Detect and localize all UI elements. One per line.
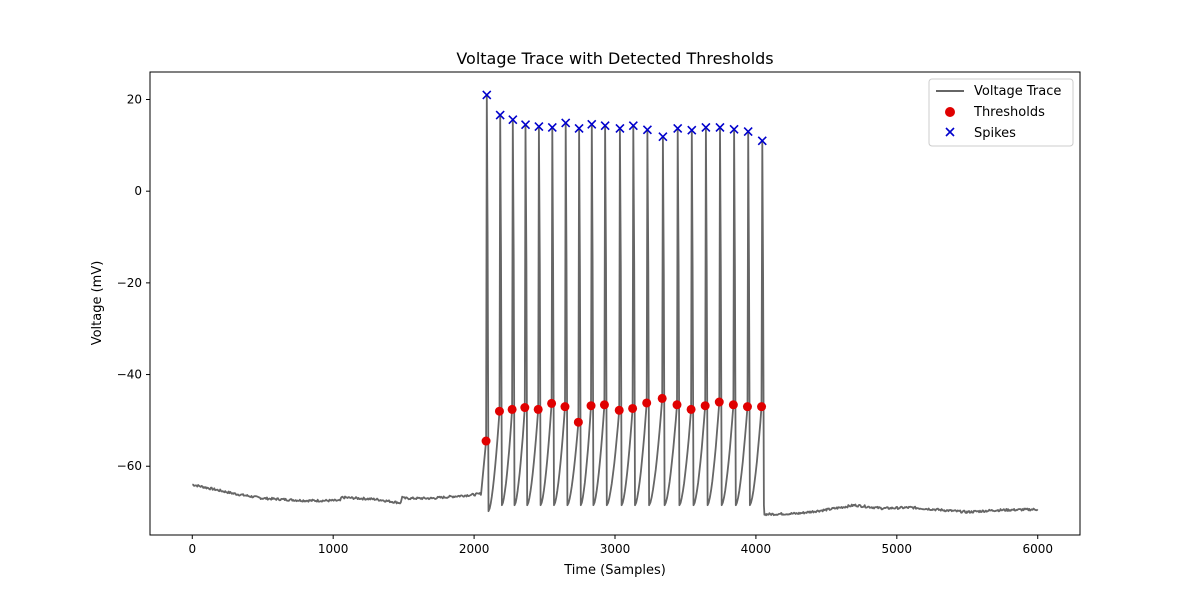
threshold-point <box>714 397 724 407</box>
threshold-point <box>700 401 710 411</box>
threshold-point <box>657 393 667 403</box>
y-tick-label: −20 <box>117 276 142 290</box>
spike-point <box>600 121 610 131</box>
spike-point <box>642 125 652 135</box>
y-tick-label: −40 <box>117 368 142 382</box>
threshold-point <box>628 403 638 413</box>
spike-point <box>743 127 753 137</box>
threshold-point <box>547 398 557 408</box>
threshold-point <box>672 400 682 410</box>
x-axis-label: Time (Samples) <box>563 563 666 578</box>
plot-area <box>192 90 1039 517</box>
spike-point-stroke <box>743 127 753 137</box>
spike-point-stroke <box>561 118 571 128</box>
chart-title: Voltage Trace with Detected Thresholds <box>456 49 773 68</box>
spike-point-stroke <box>687 125 697 135</box>
spike-point <box>701 122 711 133</box>
spike-point <box>495 110 505 120</box>
x-tick-label: 4000 <box>741 542 772 556</box>
spike-point <box>534 121 544 132</box>
x-tick-label: 6000 <box>1022 542 1053 556</box>
legend: Voltage Trace Thresholds Spikes <box>928 78 1074 147</box>
spike-point <box>547 122 557 133</box>
spike-point-stroke <box>615 123 625 133</box>
threshold-point <box>642 398 652 408</box>
legend-label-voltage-trace: Voltage Trace <box>974 84 1061 99</box>
spike-point-stroke <box>547 122 557 133</box>
spike-point-stroke <box>574 123 584 133</box>
spike-point <box>658 132 668 142</box>
threshold-point <box>757 402 767 412</box>
threshold-point <box>742 402 752 412</box>
spike-point-stroke <box>600 121 610 131</box>
spike-point-stroke <box>520 120 531 130</box>
spike-point-stroke <box>715 122 725 133</box>
threshold-point <box>507 404 517 414</box>
legend-label-spikes: Spikes <box>974 126 1016 141</box>
spike-point <box>574 123 584 133</box>
spike-point <box>687 125 697 135</box>
threshold-point <box>686 404 696 414</box>
spike-point <box>673 123 683 133</box>
threshold-point <box>520 403 530 413</box>
spike-point-stroke <box>508 115 518 125</box>
spike-point <box>729 124 739 134</box>
spike-point <box>561 118 571 128</box>
y-tick-label: 20 <box>127 93 142 107</box>
y-axis-label: Voltage (mV) <box>90 261 105 346</box>
spike-point <box>508 115 518 125</box>
threshold-point <box>533 404 543 414</box>
legend-box <box>928 78 1074 147</box>
spike-point <box>757 136 767 146</box>
spike-point-stroke <box>534 121 544 132</box>
threshold-point <box>573 417 583 427</box>
threshold-point <box>599 400 609 410</box>
threshold-point <box>586 401 596 411</box>
spike-point <box>628 121 638 131</box>
spike-point-stroke <box>701 122 711 133</box>
x-tick-label: 0 <box>188 542 196 556</box>
spike-point <box>520 120 531 130</box>
spike-point <box>615 123 625 133</box>
x-tick-label: 2000 <box>459 542 490 556</box>
y-axis: −60 −40 −20 0 20 <box>117 93 150 473</box>
legend-spike-marker <box>945 127 955 137</box>
spike-point-stroke <box>495 110 505 120</box>
threshold-point <box>614 405 624 415</box>
spike-point-stroke <box>587 119 597 129</box>
x-tick-label: 1000 <box>318 542 349 556</box>
x-tick-label: 3000 <box>600 542 631 556</box>
spike-point-stroke <box>482 90 492 100</box>
threshold-point <box>728 400 738 410</box>
spike-point-stroke <box>658 132 668 142</box>
legend-threshold-marker <box>945 107 955 117</box>
y-tick-label: 0 <box>134 184 142 198</box>
voltage-trace-line <box>192 94 1039 517</box>
spike-point-stroke <box>729 124 739 134</box>
x-tick-label: 5000 <box>882 542 913 556</box>
threshold-point <box>560 402 570 412</box>
legend-label-thresholds: Thresholds <box>973 105 1045 120</box>
spike-point-stroke <box>642 125 652 135</box>
spike-point-stroke <box>673 123 683 133</box>
y-tick-label: −60 <box>117 459 142 473</box>
spike-point <box>482 90 492 100</box>
threshold-point <box>481 436 491 446</box>
spike-point <box>587 119 597 129</box>
spike-point-stroke <box>757 136 767 146</box>
x-axis: 0 1000 2000 3000 4000 5000 6000 <box>188 535 1053 556</box>
threshold-point <box>494 406 504 416</box>
spike-point <box>715 122 725 133</box>
spike-point-stroke <box>628 121 638 131</box>
